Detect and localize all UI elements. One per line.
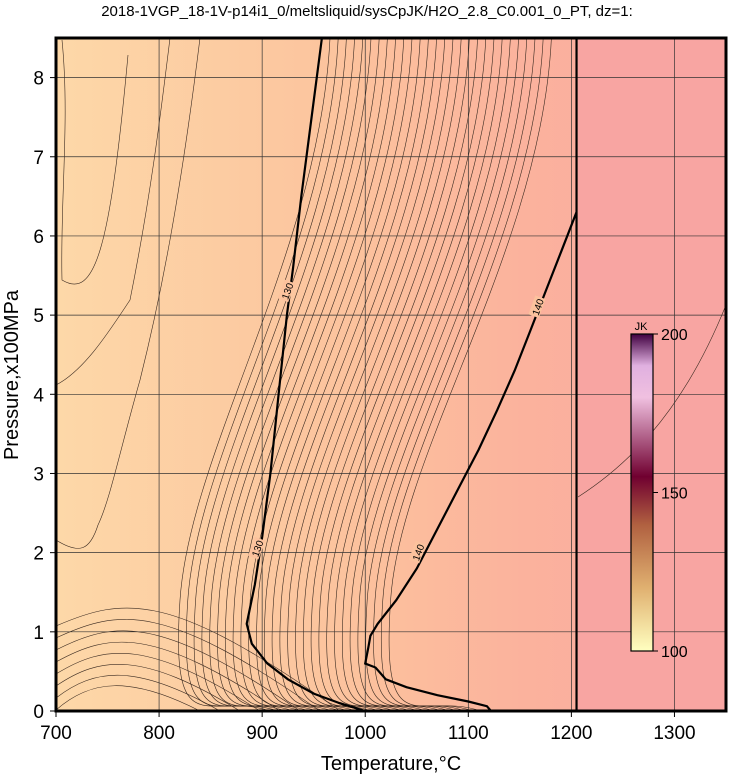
minor-contour [365, 38, 528, 711]
contour-label-bg [277, 279, 296, 303]
minor-contour [56, 653, 261, 711]
minor-contour [341, 38, 503, 711]
x-tick-label: 1100 [448, 723, 489, 744]
y-tick-label: 3 [33, 464, 44, 485]
minor-contour [217, 38, 372, 711]
minor-contour [56, 38, 201, 549]
y-tick-label: 6 [33, 227, 44, 248]
y-tick-label: 8 [33, 69, 44, 90]
major-contours [245, 38, 578, 711]
minor-contour [56, 607, 341, 711]
minor-contour [349, 38, 511, 711]
minor-contour [310, 38, 470, 711]
y-tick-label: 2 [33, 544, 44, 565]
minor-contour [263, 38, 421, 711]
minor-contour [373, 38, 536, 711]
x-tick-label: 1200 [550, 723, 592, 744]
minor-contour [357, 38, 519, 711]
colorbar-tick-label: 150 [661, 486, 688, 503]
minor-contour [279, 38, 437, 711]
colorbar-unit: JK [635, 321, 649, 333]
y-tick-label: 0 [33, 702, 44, 723]
minor-contour [185, 38, 339, 711]
colorbar: JK 100 150 200 [630, 321, 688, 661]
y-tick-label: 1 [33, 623, 44, 644]
y-axis: 0 1 2 3 4 5 6 7 8 [33, 69, 56, 723]
minor-contour [271, 38, 429, 711]
chart-title: 2018-1VGP_18-1V-p14i1_0/meltsliquid/sysC… [101, 3, 633, 20]
x-tick-label: 700 [40, 723, 72, 744]
y-tick-label: 7 [33, 148, 44, 169]
minor-contour [193, 38, 347, 711]
minor-contours [56, 38, 726, 711]
minor-contour [56, 674, 221, 711]
x-axis-title: Temperature,°C [321, 753, 461, 775]
minor-contour [334, 38, 495, 711]
minor-contour [388, 38, 552, 711]
minor-contour [224, 38, 380, 711]
x-tick-label: 900 [246, 723, 278, 744]
colorbar-tick-label: 200 [661, 327, 688, 344]
y-axis-title: Pressure,x100MPa [1, 289, 23, 460]
minor-contour [56, 38, 171, 386]
minor-contour [287, 38, 446, 711]
x-axis: 700 800 900 1000 1100 1200 1300 [40, 711, 696, 744]
contour-label-bg [408, 540, 427, 564]
y-tick-label: 5 [33, 306, 44, 327]
minor-contour [56, 664, 241, 711]
colorbar-fill [630, 333, 654, 652]
grid [56, 38, 726, 711]
minor-contour [302, 38, 462, 711]
minor-contour [56, 619, 321, 711]
minor-contour [56, 641, 281, 711]
minor-contour [295, 38, 454, 711]
colorbar-tick-label: 100 [661, 644, 688, 661]
contour-label-bg [248, 536, 266, 560]
contour-line-140 [363, 211, 578, 711]
minor-contour [61, 39, 129, 285]
x-tick-label: 1000 [344, 723, 386, 744]
plot-frame [54, 36, 728, 713]
minor-contour [232, 38, 388, 711]
x-tick-label: 800 [143, 723, 175, 744]
minor-contour [56, 630, 301, 711]
minor-contour [209, 38, 364, 711]
contour-line-130 [245, 38, 366, 711]
y-tick-label: 4 [33, 385, 44, 406]
minor-contour [56, 685, 201, 711]
minor-contour [256, 38, 413, 711]
contour-label-bg [528, 295, 546, 318]
minor-contour [326, 38, 487, 711]
minor-contour [201, 38, 355, 711]
x-tick-label: 1300 [653, 723, 695, 744]
minor-contour [380, 38, 544, 711]
